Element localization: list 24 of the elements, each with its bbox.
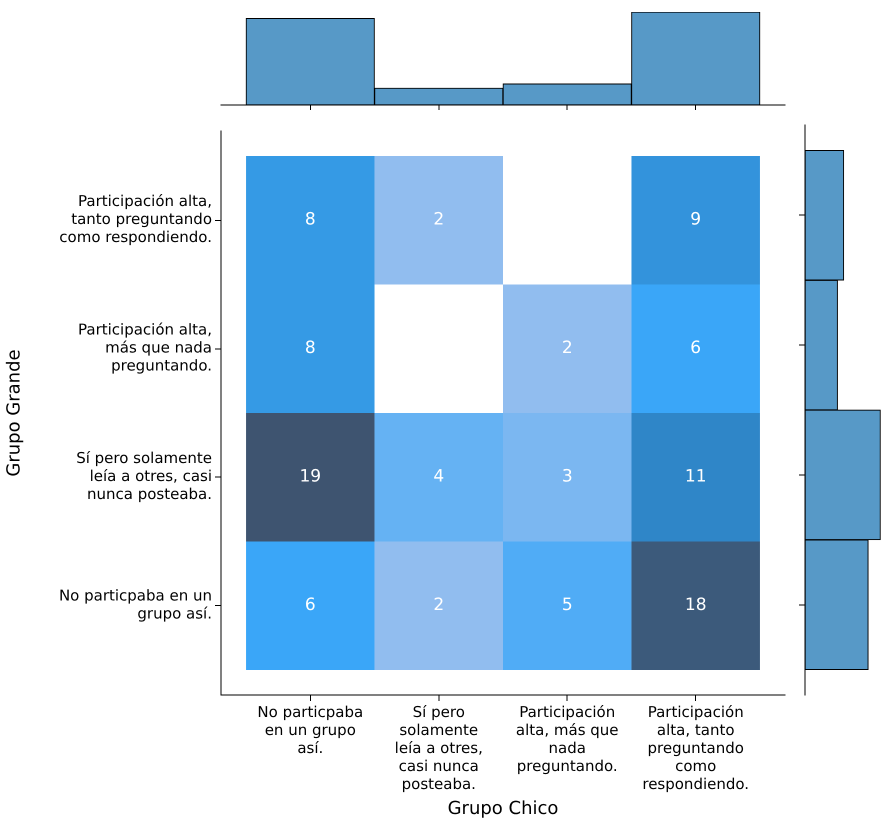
x-tick-label: Participación alta, tanto preguntando como respondiendo.: [642, 702, 750, 793]
data-label: 3: [562, 466, 573, 487]
data-label: 9: [690, 210, 702, 230]
x-tick-label: No particpaba en un grupo así.: [257, 702, 364, 757]
y-tick-label: Sí pero solamente leía a otres, casi nunca posteaba.: [76, 449, 212, 504]
y-axis-title: Grupo Grande: [3, 349, 24, 477]
data-label: 19: [299, 466, 322, 487]
data-label: 6: [690, 338, 702, 358]
data-label: 6: [304, 595, 316, 616]
y-tick-label: Participación alta, tanto preguntando como respondiendo.: [59, 192, 212, 246]
data-label: 11: [684, 466, 707, 487]
data-label: 8: [304, 338, 316, 358]
y-tick-label: Participación alta, más que nada preguntando.: [78, 320, 212, 375]
data-label: 18: [684, 595, 707, 616]
data-label: 2: [562, 338, 573, 358]
data-label: 2: [433, 210, 444, 230]
data-label: 5: [562, 595, 573, 616]
data-label: 8: [304, 210, 316, 230]
x-tick-label: Participación alta, más que nada preguntando.: [516, 702, 619, 775]
x-axis-title: Grupo Chico: [448, 798, 558, 819]
x-tick-label: Sí pero solamente leía a otres, casi nunca posteaba.: [394, 702, 483, 793]
data-label: 4: [433, 466, 444, 487]
y-tick-label: No particpaba en un grupo así.: [58, 586, 212, 623]
data-label: 2: [433, 595, 444, 616]
